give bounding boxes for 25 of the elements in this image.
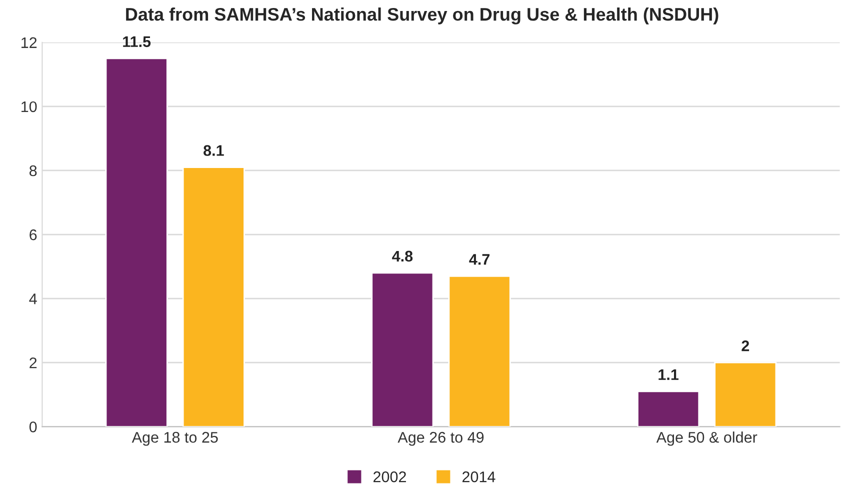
chart-title: Data from SAMHSA’s National Survey on Drug Use & Health (NSDUH) <box>126 7 718 24</box>
y-tick-label: 8 <box>30 165 37 176</box>
data-label: 1.1 <box>658 369 678 380</box>
bar <box>714 362 777 427</box>
y-tick-label: 12 <box>22 37 37 48</box>
bar <box>105 58 168 427</box>
data-label: 8.1 <box>204 145 224 156</box>
bar <box>448 275 511 427</box>
y-tick-label: 10 <box>22 101 37 112</box>
y-tick-label: 2 <box>30 357 37 368</box>
data-label: 11.5 <box>123 36 151 48</box>
bar <box>637 390 700 427</box>
data-label: 2 <box>742 340 750 352</box>
x-tick-label: Age 26 to 49 <box>398 432 484 446</box>
data-label: 4.7 <box>469 254 490 265</box>
bar <box>182 166 245 427</box>
data-label: 4.8 <box>392 250 413 262</box>
legend-label: 2014 <box>462 471 496 482</box>
y-tick-label: 0 <box>29 422 37 432</box>
y-tick-label: 6 <box>30 229 37 240</box>
y-tick-label: 4 <box>29 294 37 304</box>
legend-label: 2002 <box>374 471 406 482</box>
x-tick-label: Age 18 to 25 <box>132 432 218 446</box>
bar <box>371 272 434 427</box>
x-tick-label: Age 50 & older <box>656 432 758 446</box>
